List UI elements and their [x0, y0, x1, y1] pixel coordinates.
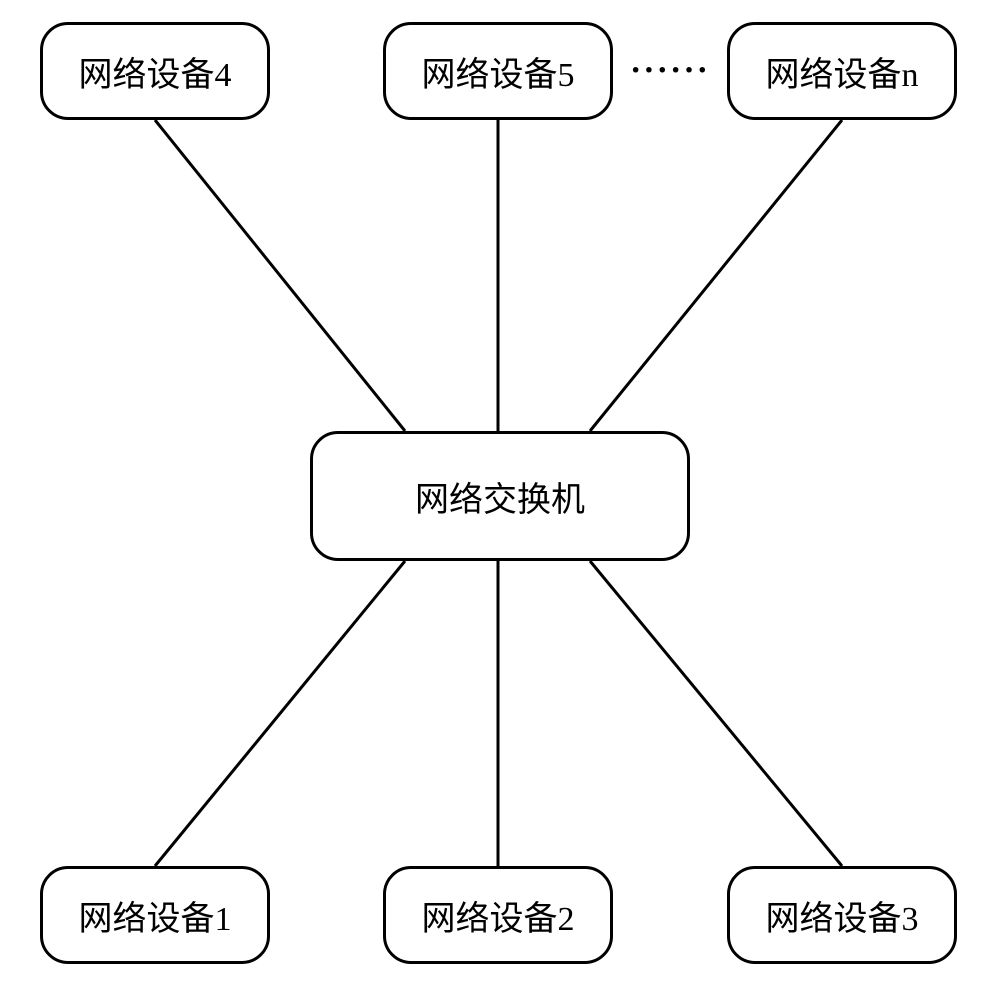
node-device-2: 网络设备2 — [383, 866, 613, 964]
node-label: 网络设备n — [766, 47, 919, 96]
ellipsis-text: ······ — [630, 52, 710, 90]
node-label: 网络设备1 — [79, 891, 232, 940]
node-device-3: 网络设备3 — [727, 866, 957, 964]
edge-line — [155, 561, 405, 866]
edge-line — [590, 120, 842, 431]
node-label: 网络设备2 — [422, 891, 575, 940]
ellipsis-icon: ······ — [613, 22, 727, 120]
edge-line — [155, 120, 405, 431]
edge-line — [590, 561, 842, 866]
node-label: 网络设备5 — [422, 47, 575, 96]
node-device-n: 网络设备n — [727, 22, 957, 120]
node-device-5: 网络设备5 — [383, 22, 613, 120]
node-device-1: 网络设备1 — [40, 866, 270, 964]
node-label: 网络设备3 — [766, 891, 919, 940]
node-label: 网络交换机 — [415, 472, 585, 521]
node-label: 网络设备4 — [79, 47, 232, 96]
node-device-4: 网络设备4 — [40, 22, 270, 120]
node-switch: 网络交换机 — [310, 431, 690, 561]
diagram-canvas: 网络设备4 网络设备5 网络设备n 网络交换机 网络设备1 网络设备2 网络设备… — [0, 0, 1000, 995]
